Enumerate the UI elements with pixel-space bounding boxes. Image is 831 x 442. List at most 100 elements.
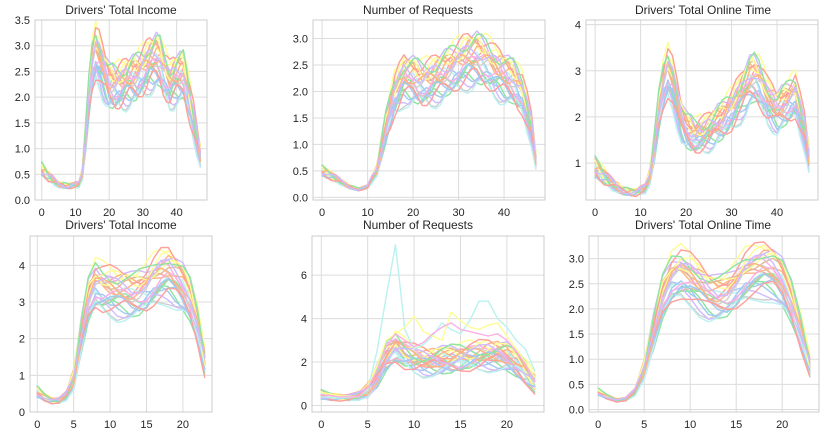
series-line bbox=[320, 322, 536, 398]
series-group bbox=[41, 20, 201, 190]
x-tick-label: 0 bbox=[39, 207, 45, 219]
x-tick-label: 20 bbox=[177, 419, 189, 431]
y-tick-label: 3.0 bbox=[569, 254, 584, 266]
series-line bbox=[36, 258, 206, 401]
axes-frame bbox=[29, 235, 213, 413]
y-tick-label: 4 bbox=[575, 20, 581, 32]
series-group bbox=[594, 41, 810, 198]
y-tick-label: 3.0 bbox=[15, 41, 30, 53]
x-tick-label: 40 bbox=[498, 207, 510, 219]
x-tick-label: 15 bbox=[454, 419, 466, 431]
axes-frame bbox=[312, 19, 546, 201]
chart-panel: Drivers' Total Income 0 10 20 30 40 0.0 0.5 1.0… bbox=[15, 3, 208, 219]
y-tick-label: 4 bbox=[301, 314, 307, 326]
series-line bbox=[597, 280, 811, 400]
y-tick-label: 2.5 bbox=[15, 66, 30, 78]
y-tick-label: 2.0 bbox=[293, 86, 308, 98]
series-line bbox=[36, 250, 206, 402]
y-tick-label: 6 bbox=[301, 270, 307, 282]
series-line bbox=[41, 41, 201, 188]
x-tick-label: 20 bbox=[407, 207, 419, 219]
x-tick-label: 30 bbox=[725, 207, 737, 219]
chart-panel: Drivers' Total Income 0 5 10 15 20 0 1 2 3 4 bbox=[19, 218, 213, 431]
axes-frame bbox=[588, 235, 820, 413]
y-tick-label: 4 bbox=[19, 260, 25, 272]
chart-panel: Number of Requests 0 5 10 15 20 0 2 4 6 bbox=[301, 218, 545, 431]
x-tick-label: 20 bbox=[501, 419, 513, 431]
x-tick-label: 10 bbox=[408, 419, 420, 431]
x-tick-label: 40 bbox=[171, 207, 183, 219]
x-tick-label: 5 bbox=[365, 419, 371, 431]
x-tick-label: 10 bbox=[104, 419, 116, 431]
y-tick-label: 1 bbox=[19, 370, 25, 382]
series-line bbox=[36, 300, 206, 404]
y-tick-label: 2 bbox=[301, 357, 307, 369]
y-tick-label: 2.0 bbox=[569, 304, 584, 316]
x-tick-label: 0 bbox=[319, 207, 325, 219]
y-tick-label: 0 bbox=[301, 400, 307, 412]
y-tick-label: 2 bbox=[575, 112, 581, 124]
y-tick-label: 3.5 bbox=[15, 15, 30, 27]
chart-panel: Number of Requests 0 10 20 30 40 0.0 0.5 1.0 1.5… bbox=[293, 3, 546, 219]
grid bbox=[30, 236, 212, 413]
x-tick-label: 0 bbox=[34, 419, 40, 431]
x-tick-label: 30 bbox=[137, 207, 149, 219]
series-line bbox=[597, 286, 811, 401]
chart-title: Drivers' Total Online Time bbox=[635, 3, 771, 17]
chart-panel: Drivers' Total Online Time 0 10 20 30 40 1 2 3 4 bbox=[575, 3, 819, 219]
y-tick-label: 0.5 bbox=[569, 379, 584, 391]
x-tick-label: 10 bbox=[634, 207, 646, 219]
series-line bbox=[594, 51, 810, 193]
chart-title: Number of Requests bbox=[363, 3, 473, 17]
x-tick-label: 10 bbox=[69, 207, 81, 219]
chart-title: Drivers' Total Income bbox=[65, 218, 177, 232]
x-tick-label: 40 bbox=[771, 207, 783, 219]
series-line bbox=[594, 61, 810, 195]
axes-frame bbox=[585, 19, 819, 201]
y-tick-label: 1.5 bbox=[15, 118, 30, 130]
series-line bbox=[320, 353, 536, 402]
x-tick-label: 0 bbox=[595, 419, 601, 431]
series-line bbox=[320, 343, 536, 399]
y-tick-label: 1 bbox=[575, 158, 581, 170]
series-group bbox=[320, 244, 536, 402]
series-group bbox=[321, 30, 537, 192]
grid bbox=[313, 20, 545, 200]
y-tick-label: 0.0 bbox=[293, 192, 308, 204]
series-line bbox=[320, 351, 536, 402]
series-line bbox=[597, 241, 811, 400]
y-tick-label: 1.5 bbox=[569, 329, 584, 341]
y-tick-label: 2.5 bbox=[569, 279, 584, 291]
x-tick-label: 0 bbox=[318, 419, 324, 431]
y-tick-label: 0 bbox=[19, 407, 25, 419]
x-tick-label: 15 bbox=[730, 419, 742, 431]
x-tick-label: 15 bbox=[140, 419, 152, 431]
x-tick-label: 20 bbox=[103, 207, 115, 219]
series-line bbox=[36, 278, 206, 403]
series-line bbox=[321, 44, 537, 191]
chart-panel: Drivers' Total Online Time 0 5 10 15 20 0.0 0.… bbox=[569, 218, 820, 431]
series-line bbox=[597, 294, 811, 402]
y-tick-label: 3.0 bbox=[293, 34, 308, 46]
series-line bbox=[41, 70, 201, 190]
y-tick-label: 2.0 bbox=[15, 92, 30, 104]
y-tick-label: 0.0 bbox=[569, 404, 584, 416]
y-tick-label: 0.0 bbox=[15, 195, 30, 207]
y-tick-label: 1.5 bbox=[293, 113, 308, 125]
x-tick-label: 5 bbox=[71, 419, 77, 431]
series-line bbox=[36, 293, 206, 403]
series-line bbox=[597, 253, 811, 401]
grid bbox=[589, 236, 819, 412]
series-line bbox=[594, 61, 810, 195]
series-line bbox=[320, 244, 536, 399]
x-tick-label: 20 bbox=[680, 207, 692, 219]
x-tick-label: 0 bbox=[592, 207, 598, 219]
y-tick-label: 1.0 bbox=[569, 354, 584, 366]
y-tick-label: 3 bbox=[575, 66, 581, 78]
x-tick-label: 5 bbox=[641, 419, 647, 431]
series-group bbox=[36, 246, 206, 405]
chart-title: Drivers' Total Online Time bbox=[635, 218, 771, 232]
grid bbox=[35, 19, 207, 201]
y-tick-label: 2.5 bbox=[293, 60, 308, 72]
